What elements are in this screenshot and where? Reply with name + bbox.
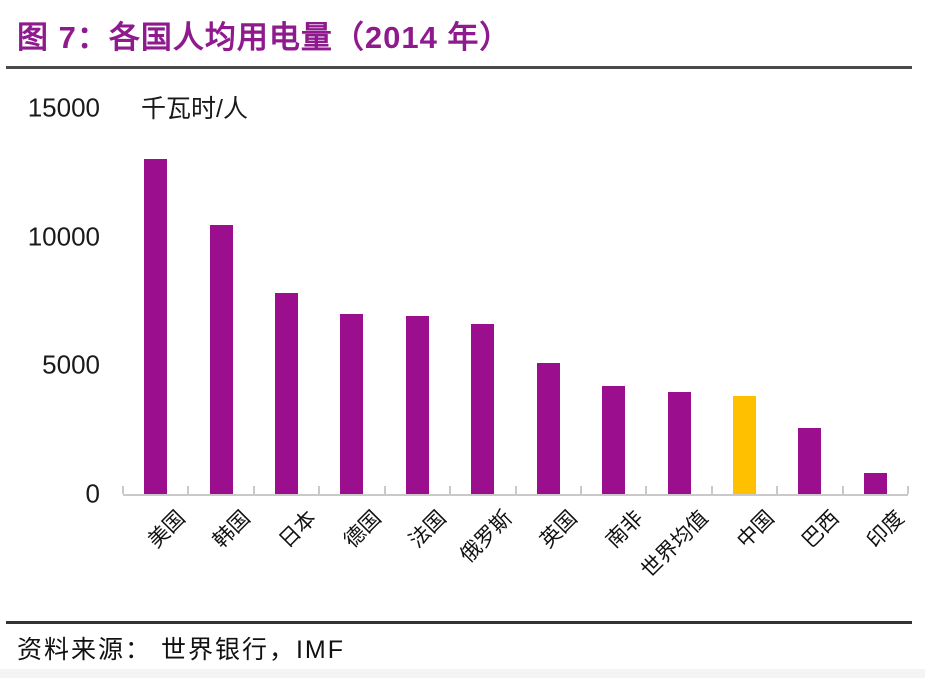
bar-cell: 日本 bbox=[254, 108, 320, 552]
x-category-label: 日本 bbox=[274, 506, 321, 553]
bar-cell: 韩国 bbox=[188, 108, 255, 552]
bottom-rule bbox=[6, 621, 912, 624]
y-tick-label: 10000 bbox=[27, 221, 100, 252]
bar-cell: 德国 bbox=[319, 108, 386, 552]
x-category-label: 美国 bbox=[143, 506, 190, 553]
bar bbox=[863, 473, 887, 494]
x-category-label: 俄罗斯 bbox=[455, 506, 517, 568]
x-axis-tick bbox=[776, 486, 779, 494]
bar-cell: 印度 bbox=[843, 108, 909, 552]
bar bbox=[405, 316, 429, 494]
source-note: 资料来源： 世界银行，IMF bbox=[17, 636, 345, 664]
x-category-label: 世界均值 bbox=[637, 506, 713, 583]
x-category-label: 南非 bbox=[601, 506, 648, 553]
bar-cell: 法国 bbox=[385, 108, 451, 552]
bar-cell: 巴西 bbox=[777, 108, 844, 552]
bar bbox=[144, 159, 168, 494]
y-axis: 15000 10000 5000 0 bbox=[0, 93, 100, 509]
bar-cell: 英国 bbox=[516, 108, 582, 552]
bar bbox=[602, 385, 626, 494]
bars-container: 美国 韩国 日本 德国 法国 俄罗斯 英国 南非 世界均值 中国 巴西 印度 bbox=[123, 108, 909, 582]
y-tick-label: 5000 bbox=[42, 349, 100, 380]
figure-title: 图 7：各国人均用电量（2014 年） bbox=[17, 20, 512, 55]
y-axis-unit-label: 千瓦时/人 bbox=[141, 95, 248, 123]
x-axis-tick bbox=[710, 486, 713, 494]
bar bbox=[275, 293, 299, 494]
x-axis-tick bbox=[187, 486, 190, 494]
top-rule bbox=[6, 66, 912, 69]
x-axis-line bbox=[123, 494, 908, 496]
bar-cell: 俄罗斯 bbox=[450, 108, 517, 567]
x-axis-tick bbox=[841, 486, 844, 494]
x-axis-tick bbox=[252, 486, 255, 494]
x-category-label: 韩国 bbox=[208, 506, 255, 553]
x-axis-tick bbox=[318, 486, 321, 494]
plot-area: 美国 韩国 日本 德国 法国 俄罗斯 英国 南非 世界均值 中国 巴西 印度 bbox=[122, 108, 909, 582]
x-axis-tick bbox=[907, 486, 909, 494]
bar bbox=[733, 396, 756, 494]
x-category-label: 法国 bbox=[405, 506, 452, 553]
bar-cell: 世界均值 bbox=[637, 108, 713, 582]
y-tick-label: 0 bbox=[85, 478, 100, 509]
x-category-label: 巴西 bbox=[797, 506, 844, 553]
x-axis-tick bbox=[449, 486, 452, 494]
x-axis-tick bbox=[645, 486, 648, 494]
page-edge-strip bbox=[0, 669, 925, 678]
x-axis-tick bbox=[579, 486, 582, 494]
x-category-label: 中国 bbox=[732, 506, 779, 553]
bar-cell: 南非 bbox=[581, 108, 647, 552]
bar bbox=[340, 313, 364, 494]
x-category-label: 德国 bbox=[339, 506, 386, 553]
x-category-label: 印度 bbox=[863, 506, 910, 553]
bar-cell: 美国 bbox=[123, 108, 190, 552]
bar-cell: 中国 bbox=[712, 108, 778, 552]
x-axis-tick bbox=[122, 486, 124, 494]
bar bbox=[471, 324, 495, 494]
x-axis-tick bbox=[383, 486, 386, 494]
x-axis-tick bbox=[514, 486, 517, 494]
bar bbox=[209, 225, 233, 494]
bar bbox=[536, 362, 560, 494]
x-category-label: 英国 bbox=[536, 506, 583, 553]
y-tick-label: 15000 bbox=[27, 92, 100, 123]
bar bbox=[798, 428, 822, 494]
bar bbox=[667, 392, 691, 494]
